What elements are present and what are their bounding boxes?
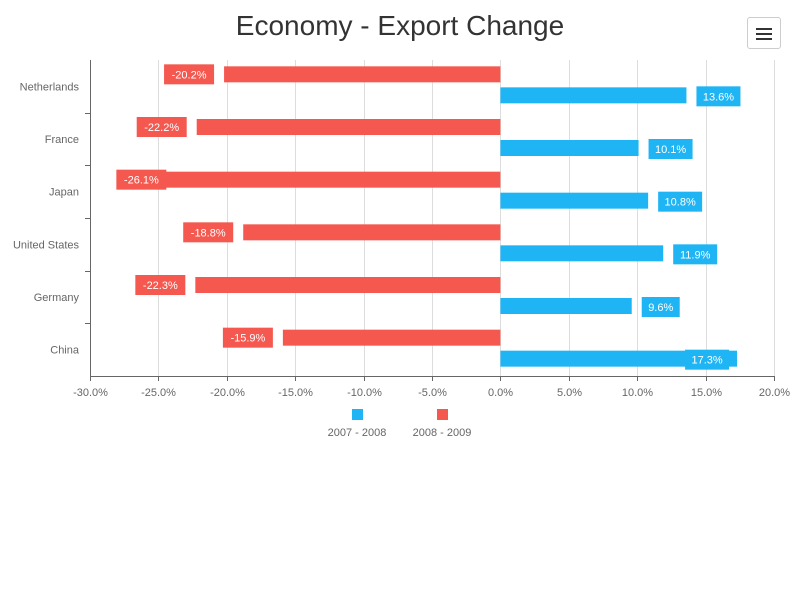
x-tick-label: -5.0%	[418, 387, 447, 399]
bar[interactable]	[500, 350, 738, 367]
x-tick-label: 5.0%	[557, 387, 582, 399]
x-tick-label: -20.0%	[210, 387, 245, 399]
axes: -30.0% -25.0% -20.0% -15.0% -10.0% -5.0% 0.0% 5…	[13, 60, 790, 399]
legend-swatch[interactable]	[352, 409, 363, 420]
bar[interactable]	[143, 171, 501, 188]
x-tick-label: 15.0%	[691, 387, 722, 399]
data-label: 10.1%	[655, 144, 686, 156]
data-label-box	[641, 297, 680, 317]
chart-menu-button[interactable]	[747, 17, 781, 49]
x-tick-label: 20.0%	[759, 387, 790, 399]
data-label-box	[183, 222, 234, 243]
data-label-box	[135, 275, 186, 295]
data-labels: -20.2% 13.6% -22.2% 10.1% -26.1% 10.8% -18.8% 1…	[116, 64, 741, 370]
data-label-box	[648, 139, 693, 159]
bar[interactable]	[500, 87, 687, 104]
x-tick-label: 10.0%	[622, 387, 653, 399]
category-label: France	[45, 134, 79, 146]
category-label: Germany	[34, 292, 80, 304]
hamburger-menu-icon-line	[756, 38, 772, 40]
data-label-box	[164, 64, 215, 85]
hamburger-menu-icon	[756, 28, 772, 30]
data-label: -26.1%	[124, 175, 159, 187]
data-label-box	[673, 244, 718, 265]
bar[interactable]	[500, 298, 632, 314]
data-label: -18.8%	[191, 227, 226, 239]
x-tick-label: -10.0%	[347, 387, 382, 399]
bar[interactable]	[243, 224, 501, 241]
category-label: China	[50, 345, 80, 357]
bars	[143, 66, 738, 367]
bar[interactable]	[282, 329, 501, 346]
data-label: 9.6%	[648, 302, 673, 314]
data-label-box	[222, 327, 273, 348]
data-label-box	[685, 349, 730, 370]
bar[interactable]	[500, 245, 664, 262]
category-label: United States	[13, 239, 80, 251]
data-label: 11.9%	[680, 249, 711, 261]
data-label: -22.3%	[143, 280, 178, 292]
data-label: 10.8%	[665, 197, 696, 209]
x-tick-label: -25.0%	[141, 387, 176, 399]
chart-title: Economy - Export Change	[235, 10, 565, 41]
bar[interactable]	[500, 192, 649, 209]
data-label: -20.2%	[172, 69, 207, 81]
x-tick-label: 0.0%	[488, 387, 513, 399]
data-label-box	[136, 117, 187, 137]
grid-lines	[158, 60, 775, 376]
bar[interactable]	[196, 119, 501, 135]
data-label: -15.9%	[230, 333, 265, 345]
legend: 2007 - 2008 2008 - 2009	[328, 409, 472, 439]
category-label: Japan	[49, 187, 79, 199]
data-label: -22.2%	[144, 122, 179, 134]
legend-label[interactable]: 2007 - 2008	[328, 427, 387, 439]
category-label: Netherlands	[20, 81, 80, 93]
hamburger-menu-icon-line	[756, 33, 772, 35]
bar[interactable]	[500, 140, 639, 156]
bar[interactable]	[195, 277, 501, 293]
legend-swatch[interactable]	[437, 409, 448, 420]
bar[interactable]	[224, 66, 501, 83]
x-tick-label: -30.0%	[73, 387, 108, 399]
legend-label[interactable]: 2008 - 2009	[413, 427, 472, 439]
data-label: 17.3%	[691, 355, 722, 367]
data-label-box	[658, 191, 703, 212]
data-label: 13.6%	[703, 91, 734, 103]
data-label-box	[116, 169, 167, 190]
data-label-box	[696, 86, 741, 107]
x-tick-label: -15.0%	[278, 387, 313, 399]
